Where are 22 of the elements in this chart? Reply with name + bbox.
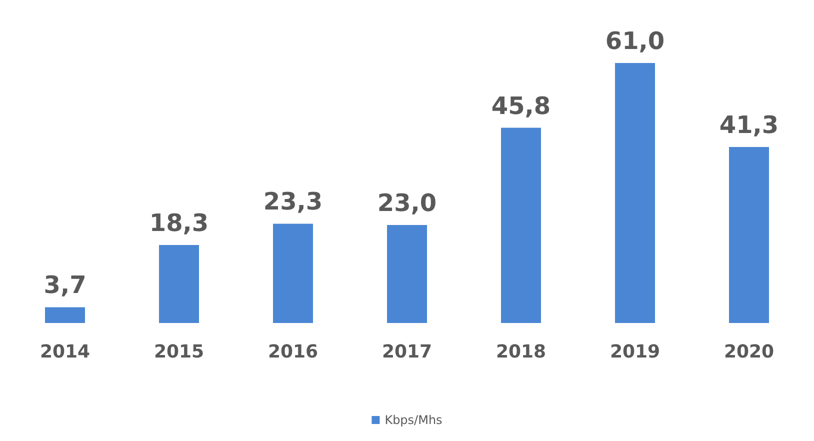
- bar: [45, 307, 85, 323]
- x-tick-label: 2018: [496, 342, 546, 362]
- data-label: 23,3: [263, 188, 323, 216]
- data-label: 61,0: [605, 27, 665, 55]
- x-tick-label: 2014: [40, 342, 90, 362]
- data-label: 18,3: [149, 209, 209, 237]
- data-label: 45,8: [491, 92, 551, 120]
- data-label: 23,0: [377, 188, 437, 217]
- bar: [387, 224, 427, 323]
- bar: [273, 224, 313, 323]
- data-label: 3,7: [44, 271, 86, 300]
- bar: [159, 245, 199, 323]
- bar: [615, 63, 655, 323]
- bar: [729, 146, 769, 323]
- legend-label: Kbps/Mhs: [384, 413, 442, 427]
- x-tick-label: 2015: [154, 342, 204, 362]
- data-label: 41,3: [719, 110, 779, 139]
- bar: [501, 128, 541, 323]
- x-tick-label: 2020: [724, 342, 774, 362]
- x-tick-label: 2016: [268, 342, 318, 362]
- x-tick-label: 2017: [382, 342, 432, 362]
- x-tick-label: 2019: [610, 342, 660, 362]
